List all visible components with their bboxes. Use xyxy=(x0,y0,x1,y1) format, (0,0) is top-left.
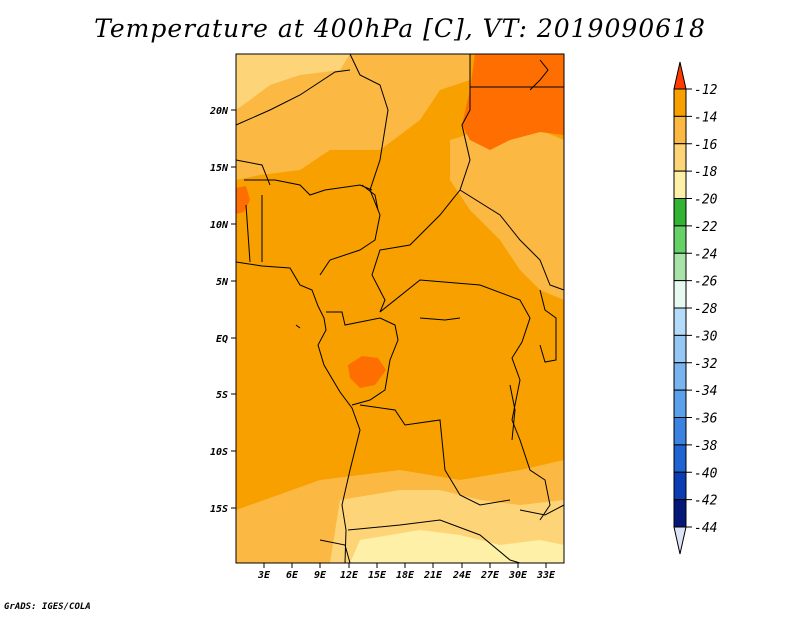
colorbar-box xyxy=(673,334,687,364)
colorbar-bottom-arrow xyxy=(673,526,687,555)
map-frame xyxy=(235,53,565,564)
field-patch-north-cool xyxy=(236,54,470,180)
colorbar-label: -22 xyxy=(694,220,718,235)
lon-label: 9E xyxy=(314,570,327,581)
colorbar-box xyxy=(673,170,687,199)
lon-label: 21E xyxy=(423,570,443,581)
colorbar-box xyxy=(673,280,687,309)
credit-text: GrADS: IGES/COLA xyxy=(4,602,91,612)
field-patch-east-cool xyxy=(450,125,564,300)
colorbar-label: -40 xyxy=(694,466,718,481)
lon-label: 30E xyxy=(508,570,528,581)
field-patch-south-coolest xyxy=(350,530,564,563)
lon-label: 33E xyxy=(536,570,556,581)
field-patch-congo-warm xyxy=(348,356,386,388)
colorbar-label: -36 xyxy=(694,412,718,427)
colorbar-label: -30 xyxy=(694,329,718,344)
colorbar-box xyxy=(673,499,687,528)
colorbar-label: -28 xyxy=(694,302,718,317)
colorbar-box xyxy=(673,417,687,446)
lat-label: 5S xyxy=(216,390,228,401)
colorbar-label: -26 xyxy=(694,275,718,290)
lon-label: 27E xyxy=(480,570,500,581)
colorbar: -12 -14 -16 -18 -20 -22 -24 -26 -28 -30 -32 -34 -36 -… xyxy=(673,61,718,555)
colorbar-box xyxy=(673,444,687,473)
colorbar-box xyxy=(673,143,687,172)
lat-label: 5N xyxy=(216,277,229,288)
colorbar-box xyxy=(673,307,687,336)
colorbar-box xyxy=(673,198,687,227)
colorbar-label: -38 xyxy=(694,439,718,454)
colorbar-label: -34 xyxy=(694,384,717,399)
country-borders xyxy=(235,53,565,564)
colorbar-label: -14 xyxy=(694,110,717,125)
chart-title: Temperature at 400hPa [C], VT: 201909061… xyxy=(94,14,706,43)
lon-label: 12E xyxy=(340,570,359,581)
colorbar-label: -44 xyxy=(694,521,717,536)
lon-label: 15E xyxy=(368,570,387,581)
colorbar-label: -32 xyxy=(694,357,718,372)
colorbar-label: -16 xyxy=(694,138,718,153)
colorbar-box xyxy=(673,225,687,254)
lat-label: EQ xyxy=(216,334,228,345)
colorbar-label: -42 xyxy=(694,494,718,509)
colorbar-label: -24 xyxy=(694,247,717,262)
colorbar-box xyxy=(673,115,687,145)
colorbar-labels: -12 -14 -16 -18 -20 -22 -24 -26 -28 -30 -32 -34 -36 -… xyxy=(686,83,718,536)
lat-label: 10N xyxy=(210,220,229,231)
lon-label: 18E xyxy=(396,570,415,581)
lat-label: 10S xyxy=(210,447,228,458)
colorbar-label: -18 xyxy=(694,165,718,180)
colorbar-box xyxy=(673,252,687,282)
colorbar-top-arrow xyxy=(673,61,687,90)
field-patch-northeast-warm xyxy=(462,54,564,150)
lon-label: 3E xyxy=(257,570,271,581)
colorbar-boxes xyxy=(673,88,687,528)
map-panel: 20N 15N 10N 5N EQ 5S 10S 15S 3E 6E 9E 12… xyxy=(209,53,565,581)
lon-axis: 3E 6E 9E 12E 15E 18E 21E 24E 27E 30E 33E xyxy=(257,563,556,581)
colorbar-label: -20 xyxy=(694,193,718,208)
colorbar-box xyxy=(673,471,687,501)
colorbar-box xyxy=(673,88,687,117)
lat-label: 20N xyxy=(209,106,229,117)
lon-label: 24E xyxy=(452,570,472,581)
lat-axis: 20N 15N 10N 5N EQ 5S 10S 15S xyxy=(209,106,236,515)
lat-label: 15S xyxy=(210,504,228,515)
colorbar-box xyxy=(673,362,687,391)
colorbar-box xyxy=(673,389,687,418)
field-patch-north-cooler xyxy=(236,54,350,110)
colorbar-label: -12 xyxy=(694,83,718,98)
lon-label: 6E xyxy=(286,570,299,581)
lat-label: 15N xyxy=(210,163,229,174)
